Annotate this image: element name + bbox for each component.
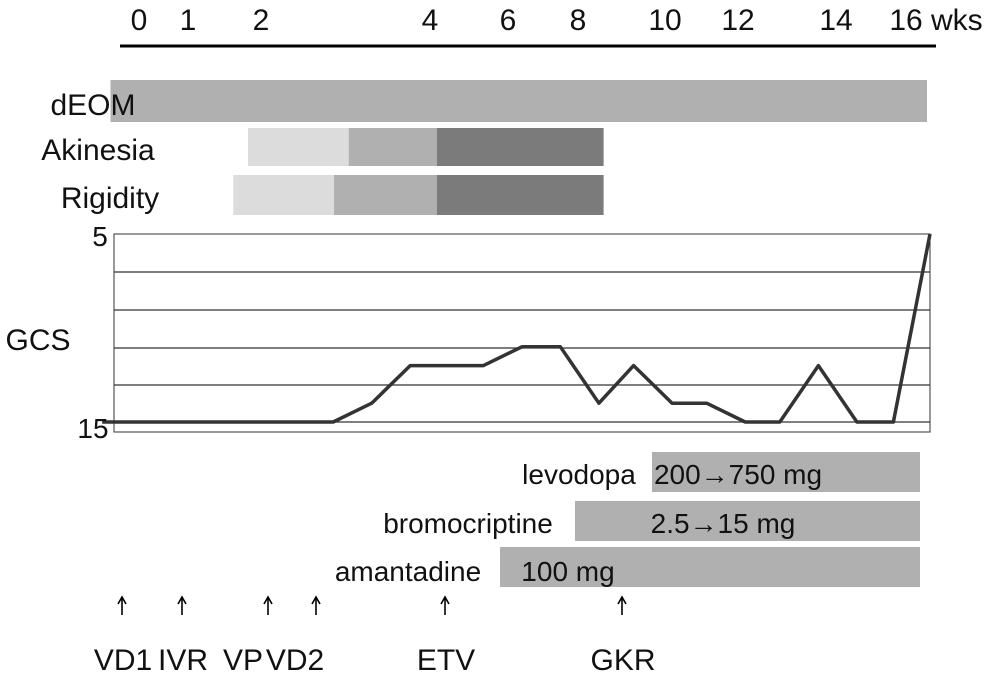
medication-dose: 2.5→15 mg	[651, 508, 796, 539]
week-tick-label: 12	[721, 4, 754, 37]
week-tick-label: 6	[500, 4, 517, 37]
medication-dose: 100 mg	[521, 556, 614, 587]
event-arrowhead	[617, 595, 627, 605]
medication-bar	[652, 452, 920, 492]
gcs-axis-label: GCS	[5, 324, 70, 357]
mirrored-figure: 0 1 2 4 6 8 10 12 14 16 wks dEOMAkinesiaRigidity …	[5, 4, 982, 676]
week-axis: 0 1 2 4 6 8 10 12 14 16 wks	[120, 4, 983, 48]
week-tick-label: 16 wks	[889, 4, 982, 37]
event-arrowhead	[117, 595, 127, 605]
gcs-tick-label: 5	[92, 221, 108, 252]
event-arrowhead	[263, 595, 273, 605]
symptom-bar-segment	[248, 128, 349, 166]
medication-label: bromocriptine	[383, 508, 553, 539]
week-tick-label: 10	[648, 4, 681, 37]
medication-dose: 200→750 mg	[654, 459, 822, 490]
gcs-plot-frame	[113, 233, 931, 433]
event-label: VD2	[266, 644, 324, 676]
procedure-events: VD1 IVR VP VD2 ETV GKR	[94, 595, 656, 676]
event-label: GKR	[590, 644, 655, 676]
gcs-series-line	[102, 233, 932, 424]
week-tick-label: 14	[819, 4, 852, 37]
event-arrowhead	[177, 595, 187, 605]
medication-bar	[500, 547, 920, 587]
week-tick-label: 2	[253, 4, 270, 37]
event-label: ETV	[417, 644, 475, 676]
gcs-tick-label: 15	[77, 413, 108, 444]
week-tick-label: 0	[131, 4, 148, 37]
symptom-label: Akinesia	[41, 134, 155, 167]
symptom-bar-segment	[432, 175, 604, 215]
event-arrowhead	[440, 595, 450, 605]
medication-label: amantadine	[335, 556, 481, 587]
week-tick-label: 1	[180, 4, 197, 37]
medication-bars: 200→750 mg levodopa 2.5→15 mg bromocriptine…	[335, 452, 920, 587]
event-label: VD1	[94, 644, 152, 676]
event-arrowhead	[311, 595, 321, 605]
event-label: IVR	[158, 644, 208, 676]
symptom-bar-segment	[110, 80, 927, 122]
event-label: VP	[223, 644, 263, 676]
gcs-plot: GCS 5 15	[5, 221, 932, 444]
symptom-bar-segment	[331, 175, 437, 215]
symptom-bar-segment	[233, 175, 335, 215]
symptom-label: dEOM	[50, 89, 135, 122]
medication-label: levodopa	[522, 459, 636, 490]
symptom-bar-segment	[346, 128, 437, 166]
symptom-label: Rigidity	[61, 182, 159, 215]
week-tick-label: 8	[570, 4, 587, 37]
medication-bar	[575, 501, 920, 541]
week-tick-label: 4	[422, 4, 439, 37]
symptom-bars: dEOM Akinesia Rigidity	[41, 80, 927, 215]
symptom-bar-segment	[432, 128, 604, 166]
